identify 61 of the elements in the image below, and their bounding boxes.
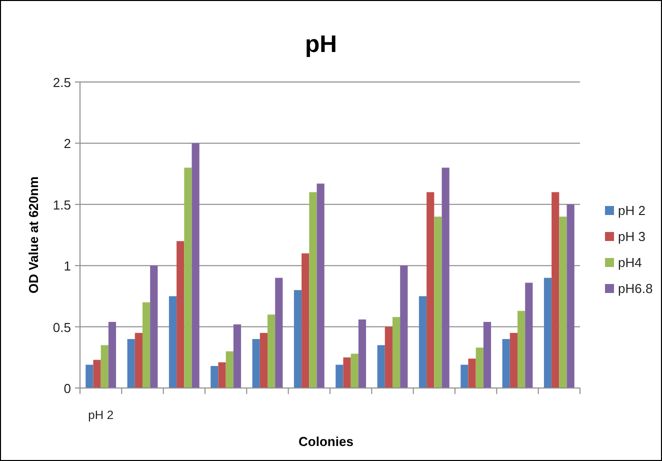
- legend-label: pH 2: [618, 203, 646, 218]
- bar: [502, 339, 510, 388]
- bar: [392, 317, 400, 388]
- bar: [134, 332, 142, 388]
- y-tick-label: 1: [64, 258, 71, 274]
- bar: [226, 351, 234, 388]
- bar: [142, 302, 150, 388]
- bar: [127, 339, 135, 388]
- bar: [275, 278, 283, 388]
- bar: [233, 324, 242, 388]
- bar: [260, 332, 268, 388]
- bar: [544, 278, 552, 388]
- bar: [476, 348, 484, 388]
- bar: [86, 364, 94, 388]
- bar: [252, 339, 260, 388]
- y-axis-title: OD Value at 620nm: [26, 176, 41, 294]
- bar: [518, 310, 526, 388]
- bar: [350, 354, 358, 388]
- bar: [418, 296, 427, 388]
- bar: [93, 360, 101, 388]
- bar: [384, 326, 392, 388]
- bar: [426, 192, 434, 388]
- bar: [184, 168, 192, 388]
- bar: [434, 216, 442, 388]
- bar: [309, 192, 317, 388]
- bar: [559, 216, 567, 388]
- legend-label: pH 3: [618, 229, 646, 244]
- bar: [468, 358, 476, 388]
- bar: [336, 364, 344, 388]
- y-tick-label: 2.5: [52, 75, 71, 90]
- chart-title: pH: [305, 31, 337, 58]
- bar: [218, 362, 226, 388]
- bar: [192, 143, 200, 388]
- bar: [268, 314, 276, 388]
- bar: [294, 290, 302, 388]
- bar: [483, 322, 492, 388]
- bar: [525, 282, 533, 388]
- y-tick-label: 0: [64, 381, 71, 396]
- bar: [566, 204, 574, 388]
- bar: [400, 266, 408, 388]
- bar: [176, 241, 184, 388]
- bar: [552, 192, 560, 388]
- bar: [168, 296, 177, 388]
- bar: [377, 345, 385, 388]
- x-axis-title: Colonies: [298, 434, 354, 449]
- bar: [150, 266, 158, 388]
- bar: [108, 322, 116, 388]
- legend-label: pH6.8: [618, 281, 653, 296]
- bar: [442, 168, 450, 388]
- bar: [210, 366, 218, 388]
- bar: [343, 357, 351, 388]
- bar: [358, 319, 366, 388]
- bar: [460, 364, 468, 388]
- bar: [316, 184, 324, 388]
- bar: [510, 332, 518, 388]
- bar: [302, 253, 310, 388]
- bar: [100, 345, 108, 388]
- y-tick-label: 1.5: [52, 197, 71, 212]
- y-tick-label: 0.5: [52, 320, 71, 335]
- legend-label: pH4: [618, 255, 642, 270]
- y-tick-label: 2: [64, 136, 71, 152]
